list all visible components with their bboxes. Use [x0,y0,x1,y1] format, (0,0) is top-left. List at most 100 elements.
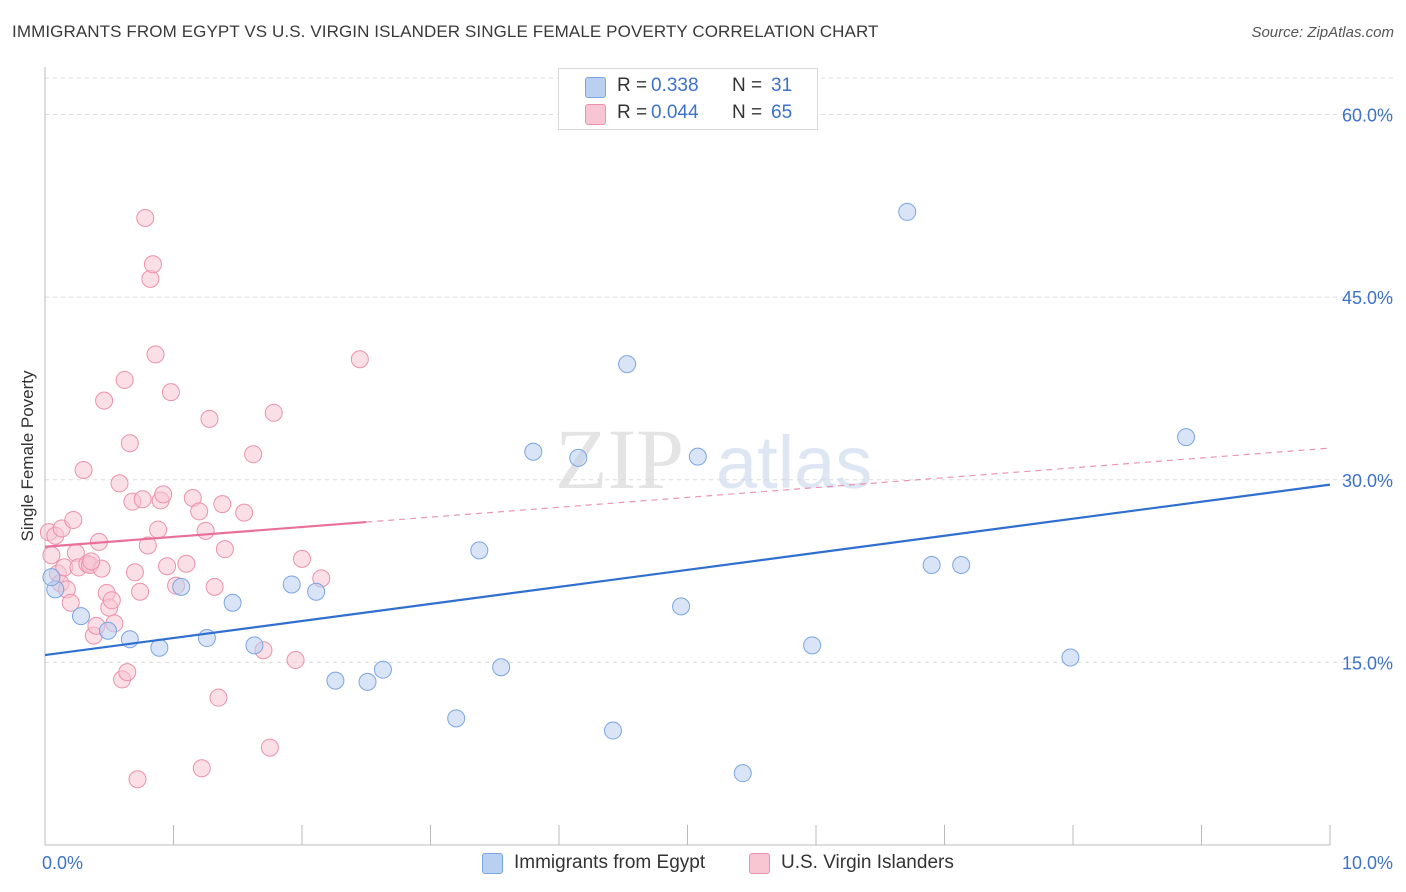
egypt-point [150,638,169,657]
virgin-islanders-point [110,474,129,493]
virgin-islanders-point [115,370,134,389]
virgin-islanders-point [64,510,83,529]
chart-title: IMMIGRANTS FROM EGYPT VS U.S. VIRGIN ISL… [12,22,879,41]
virgin-islanders-point [61,593,80,612]
virgin-islanders-point [215,540,234,559]
egypt-point [42,568,61,587]
virgin-islanders-point [213,495,232,514]
virgin-islanders-point [128,770,147,789]
legend-label: Immigrants from Egypt [514,852,706,873]
virgin-islanders-point [154,485,173,504]
axes [44,67,1331,846]
virgin-islanders-point [260,738,279,757]
virgin-islanders-point [161,383,180,402]
virgin-islanders-point [138,536,157,555]
n-label: N = [732,75,763,96]
data-points [39,202,1196,789]
egypt-point [733,764,752,783]
egypt-trend-line [44,483,1331,657]
egypt-point [245,636,264,655]
egypt-point [98,621,117,640]
egypt-point [952,555,971,574]
egypt-point [492,658,511,677]
egypt-point [524,442,543,461]
legend-swatch-pink [749,853,770,874]
virgin-islanders-point [264,403,283,422]
virgin-islanders-point [190,502,209,521]
virgin-islanders-point [102,591,121,610]
n-value: 65 [771,102,793,123]
trend-lines [44,447,1331,657]
virgin-islanders-point [133,490,152,509]
egypt-point [373,660,392,679]
r-label: R = [617,75,648,96]
n-value: 31 [771,75,793,96]
virgin-islanders-point [141,269,160,288]
egypt-point [1177,428,1196,447]
virgin-islanders-point [196,521,215,540]
grid-lines [45,77,1393,663]
y-tick-label: 45.0% [1342,288,1393,308]
virgin-islanders-point [143,255,162,274]
y-tick-label: 60.0% [1342,106,1393,126]
virgin-islanders-point [146,345,165,364]
virgin-islanders-point [209,688,228,707]
virgin-islanders-point [131,582,150,601]
source-label: Source: ZipAtlas.com [1251,24,1394,41]
legend-label: U.S. Virgin Islanders [781,852,954,873]
egypt-point [447,709,466,728]
virgin-islanders-point [118,663,137,682]
virgin-islanders-point [293,549,311,568]
egypt-point [603,721,622,740]
virgin-islanders-point [95,391,114,410]
virgin-islanders-point [200,409,219,428]
egypt-point [71,607,90,626]
egypt-point [803,636,822,655]
egypt-point [1061,648,1080,667]
virgin-islanders-point [125,563,144,582]
x-tick-label: 0.0% [42,853,83,873]
virgin-islanders-point [235,503,254,522]
watermark-atlas: atlas [716,421,872,504]
egypt-point [618,355,637,374]
correlation-legend: R = 0.338 N = 31 R = 0.044 N = 65 [558,68,818,130]
y-tick-label: 15.0% [1342,653,1393,673]
x-tick-label: 10.0% [1342,853,1393,873]
egypt-point [282,575,301,594]
y-axis-title: Single Female Poverty [18,370,37,542]
virgin-islanders-point [192,759,211,778]
r-value: 0.044 [651,102,699,123]
virgin-islanders-point [120,434,139,453]
axis-labels: 15.0% 30.0% 45.0% 60.0% 0.0% 10.0% [42,106,1393,873]
virgin-islanders-point [74,461,93,480]
r-label: R = [617,102,648,123]
virgin-islanders-point [149,520,168,539]
virgin-islanders-trend-line [44,520,367,548]
legend-swatch-pink [585,104,606,125]
r-value: 0.338 [651,75,699,96]
n-label: N = [732,102,763,123]
egypt-point [569,448,588,467]
virgin-islanders-point [136,209,155,228]
egypt-point [672,597,691,616]
virgin-islanders-point [350,350,369,369]
egypt-point [922,555,941,574]
egypt-point [307,582,326,601]
egypt-point [223,593,242,612]
egypt-point [898,202,917,221]
egypt-point [358,672,377,691]
virgin-islanders-point [286,650,305,669]
egypt-point [326,671,345,690]
virgin-islanders-point [158,557,177,576]
virgin-islanders-point [205,577,224,596]
virgin-islanders-point [177,554,196,573]
y-tick-label: 30.0% [1342,471,1393,491]
egypt-point [470,541,489,560]
egypt-point [688,447,707,466]
virgin-islanders-point [244,445,263,464]
egypt-point [172,577,191,596]
legend-swatch-blue [482,853,503,874]
virgin-islanders-point [82,552,101,571]
virgin-islanders-point [42,546,61,565]
